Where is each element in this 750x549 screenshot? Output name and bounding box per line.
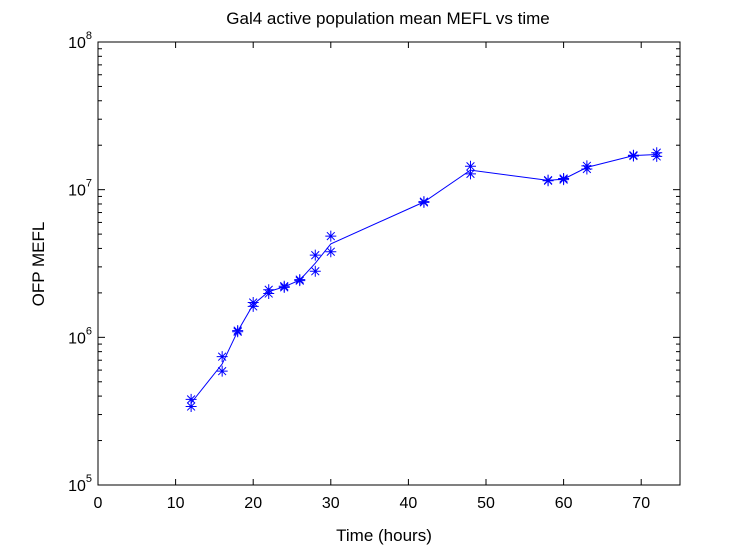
- data-point-marker: [464, 160, 476, 172]
- data-point-marker: [418, 196, 430, 208]
- y-tick-label: 107: [68, 178, 92, 200]
- y-tick-exponent: 8: [86, 30, 92, 42]
- data-point-marker: [185, 393, 197, 405]
- x-tick-label: 50: [477, 495, 495, 512]
- data-point-marker: [247, 297, 259, 309]
- y-tick-label: 105: [68, 473, 92, 495]
- data-point-marker: [627, 149, 639, 161]
- data-point-marker: [325, 230, 337, 242]
- data-point-marker: [216, 351, 228, 363]
- y-tick-base: 10: [68, 330, 86, 347]
- data-point-marker: [558, 173, 570, 185]
- data-point-marker: [581, 160, 593, 172]
- data-point-marker: [263, 284, 275, 296]
- y-axis-label: OFP MEFL: [29, 222, 48, 307]
- series-line: [190, 154, 657, 404]
- data-point-marker: [309, 249, 321, 261]
- axes-box: [97, 41, 681, 486]
- data-point-marker: [278, 280, 290, 292]
- data-point-marker: [294, 274, 306, 286]
- x-axis-label: Time (hours): [336, 526, 432, 545]
- data-point-marker: [232, 325, 244, 337]
- x-tick-label: 40: [400, 495, 418, 512]
- x-tick-label: 0: [94, 495, 103, 512]
- y-tick-label: 106: [68, 325, 92, 347]
- x-tick-label: 60: [555, 495, 573, 512]
- x-tick-label: 70: [632, 495, 650, 512]
- data-point-marker: [216, 365, 228, 377]
- y-tick-base: 10: [68, 478, 86, 495]
- y-tick-exponent: 5: [86, 473, 92, 485]
- chart-title: Gal4 active population mean MEFL vs time: [226, 9, 549, 28]
- x-tick-label: 10: [167, 495, 185, 512]
- x-tick-label: 30: [322, 495, 340, 512]
- y-tick-base: 10: [68, 35, 86, 52]
- data-point-marker: [309, 265, 321, 277]
- y-tick-base: 10: [68, 183, 86, 200]
- data-point-marker: [464, 168, 476, 180]
- data-point-marker: [542, 174, 554, 186]
- data-point-marker: [325, 246, 337, 258]
- y-tick-label: 108: [68, 30, 92, 52]
- data-point-marker: [651, 147, 663, 159]
- data-point-marker: [185, 401, 197, 413]
- x-tick-label: 20: [244, 495, 262, 512]
- y-tick-exponent: 7: [86, 178, 92, 190]
- y-tick-exponent: 6: [86, 325, 92, 337]
